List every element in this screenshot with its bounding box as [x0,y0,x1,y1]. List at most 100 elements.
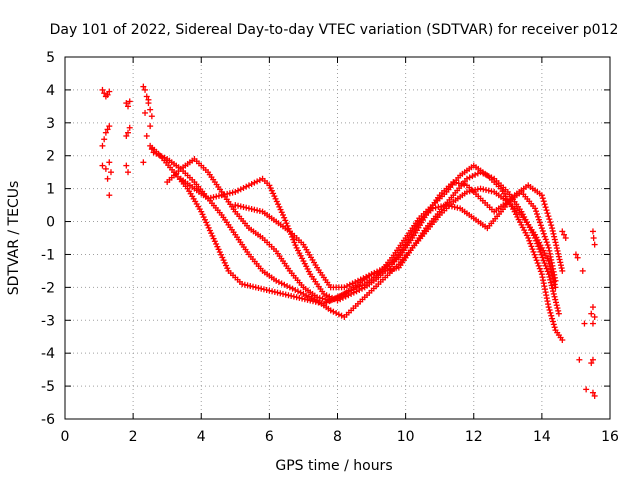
point-track-a [546,306,553,313]
point-late-clusters [589,304,596,311]
point-track-e [466,188,473,195]
point-track-b [472,171,479,178]
point-track-d [356,286,363,293]
point-early-clusters [104,175,111,182]
point-track-e [472,186,479,193]
point-track-d [552,239,559,246]
point-track-e [232,202,239,209]
point-track-c [450,179,457,186]
point-track-d [221,191,228,198]
point-track-d [555,250,562,257]
point-track-c [534,213,541,220]
point-track-b [286,284,293,291]
point-track-d [353,288,360,295]
point-track-d [323,292,330,299]
point-track-d [282,217,289,224]
point-track-b [547,276,554,283]
point-early-clusters [125,169,132,176]
point-track-d [540,198,547,205]
point-track-e [546,260,553,267]
point-track-d [329,294,336,301]
point-track-b [483,171,490,178]
point-track-b [333,310,340,317]
point-track-b [158,153,165,160]
point-track-c [322,296,329,303]
point-track-a [220,257,227,264]
point-track-b [549,285,556,292]
x-tick-label: 10 [397,429,415,445]
point-track-b [552,299,559,306]
point-track-e [254,207,261,214]
point-track-b [543,265,550,272]
point-early-clusters [126,98,133,105]
point-track-a [198,208,205,215]
point-track-d [435,204,442,211]
x-tick-label: 8 [333,429,342,445]
point-track-d [273,198,280,205]
point-track-d [556,256,563,263]
point-track-a [548,312,555,319]
point-track-a [534,260,541,267]
point-early-clusters [123,100,130,107]
point-track-e [545,258,552,265]
point-track-d [545,213,552,220]
point-track-d [547,219,554,226]
point-track-a [532,254,539,261]
point-track-d [275,201,282,208]
point-track-d [454,204,461,211]
point-late-clusters [590,235,597,241]
point-track-a [527,240,534,247]
point-track-d [337,296,344,303]
point-track-a [224,265,231,272]
point-track-d [432,204,439,211]
point-track-b [466,174,473,181]
point-track-c [542,236,549,243]
point-track-b [284,283,291,290]
point-track-b [463,175,470,182]
point-track-a [201,216,208,223]
point-track-c [314,294,321,301]
point-early-clusters [99,162,106,169]
point-late-clusters [591,313,598,320]
point-late-clusters [589,356,596,363]
point-track-e [344,283,351,290]
point-track-c [537,222,544,229]
point-track-b [150,149,157,156]
y-tick-label: 4 [46,83,55,99]
point-late-clusters [591,241,598,248]
point-track-a [547,309,554,316]
point-track-d [342,293,349,300]
point-track-a [205,224,212,231]
point-track-e [488,188,495,195]
point-track-d [290,236,297,243]
point-track-b [330,308,337,315]
point-track-b [327,307,334,314]
point-track-d [326,293,333,300]
point-track-d [268,187,275,194]
point-track-c [536,219,543,226]
point-track-d [331,296,338,303]
point-track-c [458,181,465,188]
point-track-b [308,294,315,301]
point-track-d [277,206,284,213]
point-track-d [229,189,236,196]
point-early-clusters [102,165,109,172]
point-track-e [240,204,247,211]
point-track-b [544,268,551,275]
point-track-e [248,206,255,213]
point-track-e [485,187,492,194]
point-late-clusters [579,267,586,274]
point-early-clusters [148,146,155,153]
x-tick-label: 4 [197,429,206,445]
point-track-b [554,305,561,312]
point-track-a [200,214,207,221]
data-points [99,83,598,399]
y-tick-label: -3 [41,313,55,329]
point-track-d [266,182,273,189]
point-track-e [349,280,356,287]
point-track-a [204,222,211,229]
point-track-b [555,310,562,317]
point-track-a [528,243,535,250]
point-track-a [304,296,311,303]
